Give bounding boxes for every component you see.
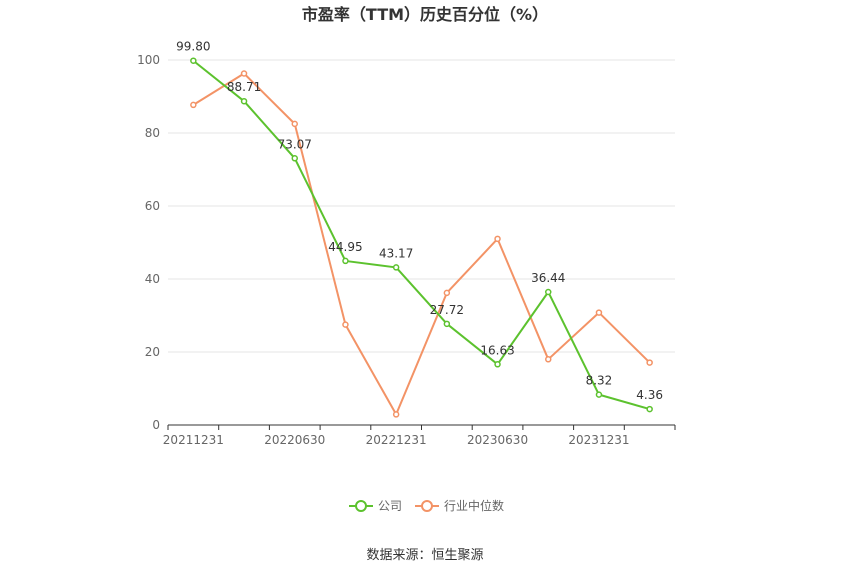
y-tick-label: 60 (145, 199, 160, 213)
legend-label: 公司 (378, 499, 402, 513)
legend-item-1[interactable]: 行业中位数 (415, 498, 504, 513)
data-point (646, 359, 653, 366)
data-point (443, 289, 451, 297)
legend-marker (421, 500, 433, 512)
data-point (494, 361, 501, 368)
x-tick-label: 20221231 (366, 433, 427, 447)
data-point (291, 155, 298, 162)
data-label: 36.44 (531, 271, 565, 285)
data-point (545, 356, 552, 363)
y-tick-label: 20 (145, 345, 160, 359)
data-point (494, 235, 501, 243)
data-point (392, 411, 400, 418)
data-label: 44.95 (328, 240, 362, 254)
data-label: 16.63 (480, 343, 514, 357)
x-tick-label: 20211231 (163, 433, 224, 447)
y-tick-label: 80 (145, 126, 160, 140)
data-point (646, 405, 653, 413)
data-label: 8.32 (586, 374, 613, 388)
data-point (342, 321, 349, 328)
series-line-1 (192, 72, 651, 416)
x-axis: 20211231 20220630 20221231 20230630 20231231 (163, 424, 676, 447)
source-note: 数据来源：恒生聚源 (366, 548, 483, 563)
legend-item-0[interactable]: 公司 (349, 499, 402, 513)
data-label: 4.36 (636, 388, 663, 402)
data-point (291, 120, 298, 128)
data-point (392, 264, 400, 271)
legend-marker (355, 500, 367, 512)
data-label: 73.07 (278, 137, 312, 151)
chart-title: 市盈率（TTM）历史百分位（%） (302, 5, 548, 24)
data-point (240, 70, 248, 77)
data-point (190, 101, 197, 109)
x-tick-label: 20230630 (467, 433, 528, 447)
x-tick-label: 20231231 (568, 433, 629, 447)
y-tick-label: 40 (145, 272, 160, 286)
data-label: 27.72 (430, 303, 464, 317)
y-tick-label: 0 (152, 418, 160, 432)
y-tick-label: 100 (137, 53, 160, 67)
data-point (190, 57, 197, 64)
legend-label: 行业中位数 (444, 498, 504, 513)
data-label: 88.71 (227, 80, 261, 94)
data-label: 99.80 (176, 40, 210, 54)
data-point (443, 320, 451, 328)
grid-lines (168, 59, 675, 353)
data-point (545, 288, 552, 296)
data-point (342, 257, 349, 265)
data-point (595, 391, 603, 398)
y-axis: 0 20 40 60 80 100 (137, 53, 160, 432)
data-point (595, 309, 603, 316)
data-point (240, 97, 248, 105)
data-labels: 99.80 88.71 73.07 44.95 43.17 27.72 16.63 36.44… (176, 40, 663, 402)
data-label: 43.17 (379, 246, 413, 260)
legend: 公司 行业中位数 (349, 498, 504, 513)
x-tick-label: 20220630 (264, 433, 325, 447)
series-layer (190, 57, 653, 418)
series-line-0 (192, 59, 650, 411)
